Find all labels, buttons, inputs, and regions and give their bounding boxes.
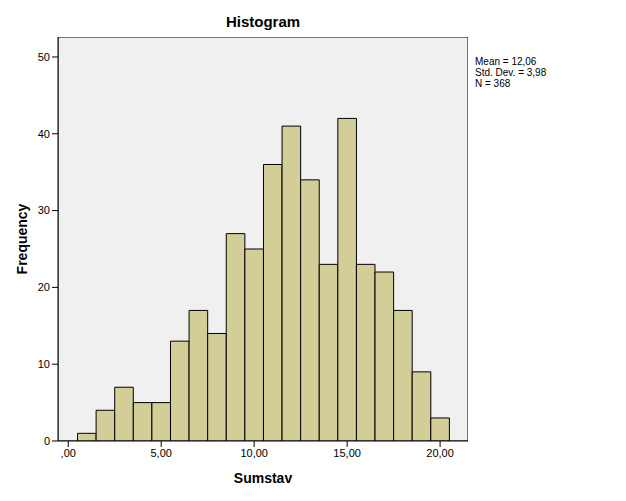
- html-text:Sumstav: Sumstav: [233, 470, 293, 486]
- svg-text:15,00: 15,00: [333, 447, 361, 459]
- html-text:Std. Dev. = 3,98: Std. Dev. = 3,98: [475, 67, 547, 78]
- svg-text:5,00: 5,00: [150, 447, 171, 459]
- svg-text:10: 10: [38, 358, 50, 370]
- svg-text:10,00: 10,00: [240, 447, 268, 459]
- svg-text:50: 50: [38, 51, 50, 63]
- html-text:Mean = 12,06: Mean = 12,06: [475, 56, 537, 67]
- svg-text:40: 40: [38, 128, 50, 140]
- svg-text:20,00: 20,00: [426, 447, 454, 459]
- svg-text:30: 30: [38, 204, 50, 216]
- html-text:Frequency: Frequency: [14, 203, 30, 275]
- html-text:N = 368: N = 368: [475, 78, 511, 89]
- svg-text:0: 0: [44, 435, 50, 447]
- html-text:Histogram: Histogram: [225, 13, 301, 30]
- svg-text:20: 20: [38, 281, 50, 293]
- svg-text:,00: ,00: [61, 447, 76, 459]
